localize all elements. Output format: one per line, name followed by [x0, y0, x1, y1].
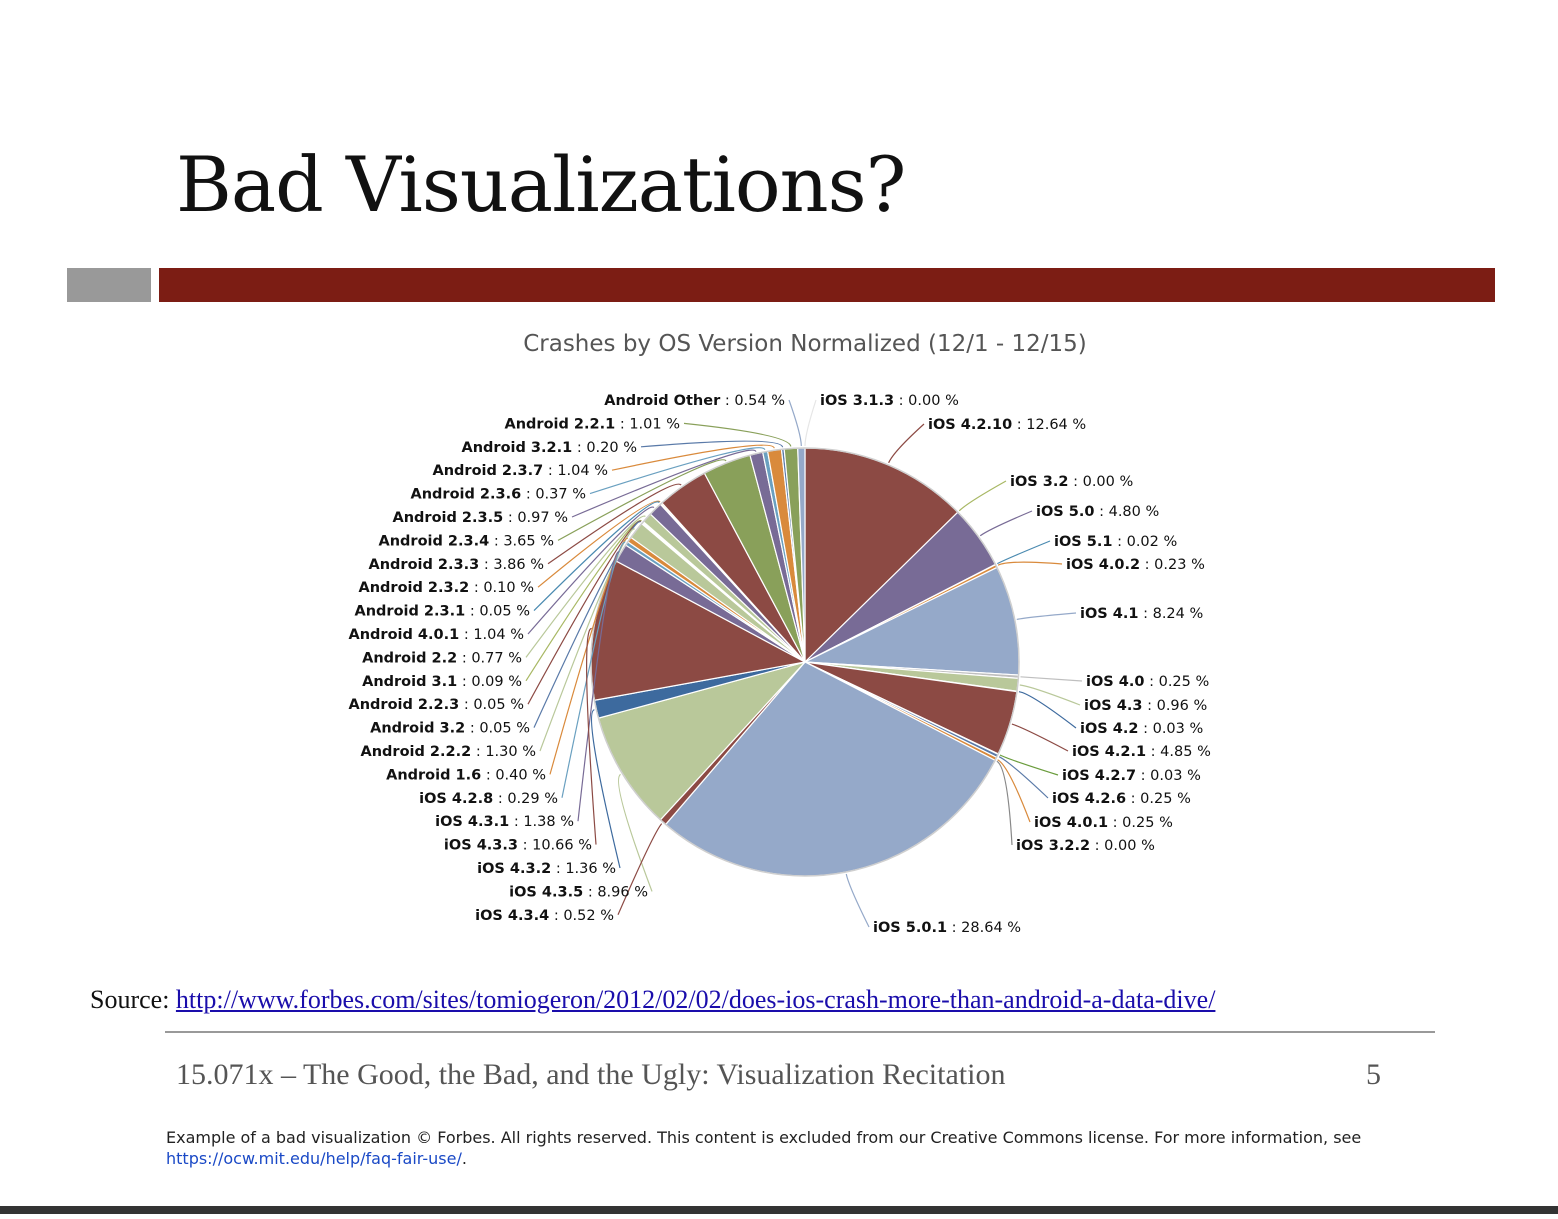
label-android-2-3-1: Android 2.3.1 : 0.05 %: [355, 604, 531, 620]
leader-ios-4-0-1: [997, 759, 1031, 823]
label-android-2-3-5: Android 2.3.5 : 0.97 %: [393, 510, 569, 526]
leader-ios-3-2-2: [996, 760, 1013, 846]
slide-title: Bad Visualizations?: [176, 140, 906, 229]
leader-android-3-2: [533, 521, 641, 728]
label-android-2-3-6: Android 2.3.6 : 0.37 %: [411, 487, 587, 503]
footer-course-title: 15.071x – The Good, the Bad, and the Ugl…: [176, 1058, 1006, 1091]
notice-text: Example of a bad visualization © Forbes.…: [166, 1128, 1362, 1147]
label-android-3-2: Android 3.2 : 0.05 %: [370, 721, 530, 737]
label-android-2-2-1: Android 2.2.1 : 1.01 %: [505, 416, 681, 432]
label-android-2-3-4: Android 2.3.4 : 3.65 %: [379, 533, 555, 549]
leader-android-2-3-4: [557, 459, 727, 541]
label-ios-5-0: iOS 5.0 : 4.80 %: [1036, 504, 1159, 520]
label-android-2-3-2: Android 2.3.2 : 0.10 %: [359, 580, 535, 596]
leader-android-2-3-1: [533, 501, 660, 612]
leader-ios-4-1: [1016, 612, 1077, 621]
label-ios-4-0: iOS 4.0 : 0.25 %: [1086, 674, 1209, 690]
label-android-1-6: Android 1.6 : 0.40 %: [386, 767, 546, 783]
leader-android-2-3-6: [589, 447, 766, 495]
label-android-other: Android Other : 0.54 %: [604, 393, 785, 409]
leader-ios-4-3-1: [577, 551, 620, 822]
label-ios-4-3-1: iOS 4.3.1 : 1.38 %: [435, 814, 574, 830]
label-ios-4-2-10: iOS 4.2.10 : 12.64 %: [928, 417, 1086, 433]
leader-ios-4-2: [1018, 691, 1077, 729]
label-ios-4-3-4: iOS 4.3.4 : 0.52 %: [475, 908, 614, 924]
label-ios-3-2: iOS 3.2 : 0.00 %: [1010, 474, 1133, 490]
label-ios-4-2: iOS 4.2 : 0.03 %: [1080, 721, 1203, 737]
label-android-2-2-3: Android 2.2.3 : 0.05 %: [349, 697, 525, 713]
leader-lines: [525, 399, 1083, 928]
label-ios-4-1: iOS 4.1 : 8.24 %: [1080, 606, 1203, 622]
leader-ios-4-3-5: [617, 773, 653, 892]
leader-ios-3-2: [958, 480, 1007, 512]
leader-ios-4-0: [1020, 676, 1083, 682]
label-ios-4-2-7: iOS 4.2.7 : 0.03 %: [1062, 768, 1201, 784]
label-android-3-1: Android 3.1 : 0.09 %: [362, 674, 522, 690]
label-ios-4-0-2: iOS 4.0.2 : 0.23 %: [1066, 557, 1205, 573]
label-ios-3-1-3: iOS 3.1.3 : 0.00 %: [820, 393, 959, 409]
leader-ios-4-2-10: [888, 423, 925, 464]
leader-ios-4-2-7: [999, 754, 1059, 776]
notice-link[interactable]: https://ocw.mit.edu/help/faq-fair-use/: [166, 1149, 462, 1168]
source-line: Source: http://www.forbes.com/sites/tomi…: [90, 985, 1215, 1015]
leader-ios-5-0: [979, 510, 1033, 537]
slice-labels: Android Other : 0.54 % Android 2.2.1 : 1.…: [349, 393, 1211, 936]
bottom-edge-bar: [0, 1206, 1558, 1214]
source-link[interactable]: http://www.forbes.com/sites/tomiogeron/2…: [175, 985, 1216, 1014]
label-ios-4-3-5: iOS 4.3.5 : 8.96 %: [509, 884, 648, 900]
leader-android-4-0-1: [527, 506, 655, 635]
label-ios-3-2-2: iOS 3.2.2 : 0.00 %: [1016, 838, 1155, 854]
leader-android-2-2: [525, 515, 646, 658]
notice-end: .: [461, 1149, 467, 1168]
label-android-3-2-1: Android 3.2.1 : 0.20 %: [462, 440, 638, 456]
leader-android-1-6: [549, 537, 629, 775]
leader-ios-4-2-1: [1011, 723, 1069, 752]
copyright-notice: Example of a bad visualization © Forbes.…: [166, 1127, 1406, 1169]
label-android-2-2-2: Android 2.2.2 : 1.30 %: [361, 744, 537, 760]
label-ios-4-3: iOS 4.3 : 0.96 %: [1084, 698, 1207, 714]
label-ios-5-1: iOS 5.1 : 0.02 %: [1054, 534, 1177, 550]
label-ios-4-2-8: iOS 4.2.8 : 0.29 %: [419, 791, 558, 807]
leader-android-other: [788, 399, 802, 447]
leader-ios-4-2-8: [561, 541, 626, 798]
leader-ios-5-0-1: [845, 873, 870, 928]
leader-ios-3-1-3: [804, 399, 817, 447]
leader-android-3-2-1: [640, 440, 784, 448]
label-android-2-2: Android 2.2 : 0.77 %: [362, 650, 522, 666]
leader-ios-4-3-3: [586, 627, 597, 845]
chart-title: Crashes by OS Version Normalized (12/1 -…: [523, 331, 1087, 357]
label-ios-4-3-2: iOS 4.3.2 : 1.36 %: [477, 861, 616, 877]
label-ios-4-3-3: iOS 4.3.3 : 10.66 %: [444, 838, 592, 854]
pie-slices: [590, 447, 1020, 877]
label-ios-4-2-6: iOS 4.2.6 : 0.25 %: [1052, 791, 1191, 807]
source-prefix: Source:: [90, 985, 176, 1014]
leader-ios-4-3: [1019, 684, 1081, 706]
title-gray-bar: [67, 268, 151, 302]
leader-android-2-2-1: [683, 422, 792, 447]
title-accent-bar: [159, 268, 1495, 302]
footer-divider: [165, 1031, 1435, 1033]
leader-ios-4-0-2: [997, 561, 1063, 566]
leader-android-2-3-3: [547, 483, 682, 565]
label-ios-4-0-1: iOS 4.0.1 : 0.25 %: [1034, 815, 1173, 831]
leader-android-2-2-2: [539, 528, 636, 752]
leader-ios-4-2-6: [998, 756, 1049, 799]
label-ios-4-2-1: iOS 4.2.1 : 4.85 %: [1072, 744, 1211, 760]
label-android-4-0-1: Android 4.0.1 : 1.04 %: [349, 627, 525, 643]
label-ios-5-0-1: iOS 5.0.1 : 28.64 %: [873, 920, 1021, 936]
label-android-2-3-7: Android 2.3.7 : 1.04 %: [433, 463, 609, 479]
label-android-2-3-3: Android 2.3.3 : 3.86 %: [369, 557, 545, 573]
leader-android-2-3-7: [611, 444, 775, 471]
leader-android-2-3-2: [537, 500, 661, 588]
page-number: 5: [1366, 1058, 1381, 1091]
leader-ios-4-3-4: [617, 823, 663, 916]
leader-ios-5-1: [997, 540, 1051, 565]
leader-android-2-3-5: [571, 449, 757, 518]
leader-ios-4-3-2: [590, 709, 621, 869]
